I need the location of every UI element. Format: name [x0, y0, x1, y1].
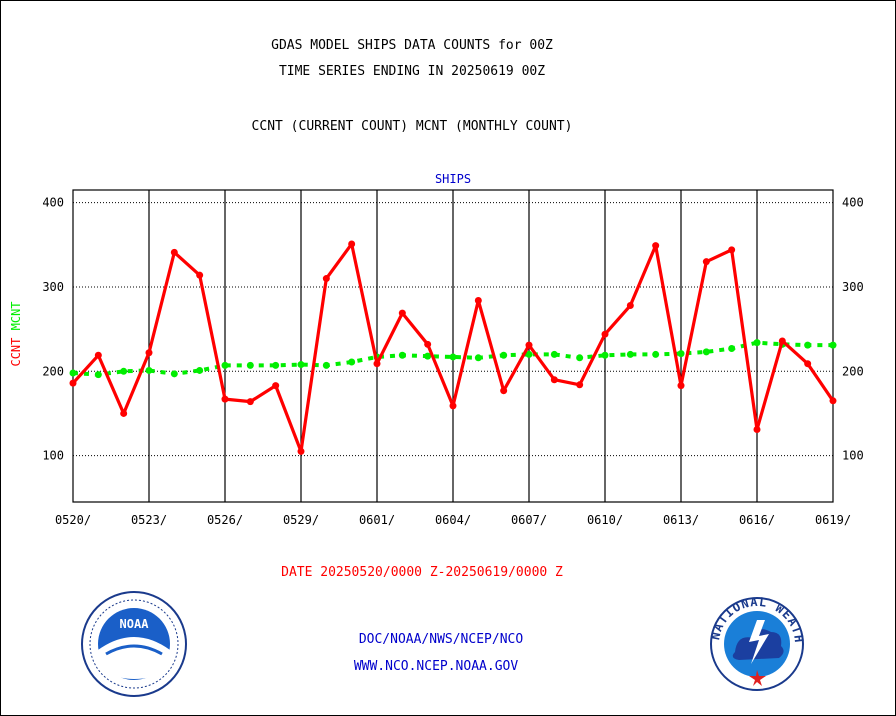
- data-point-ccnt: [221, 395, 229, 403]
- noaa-logo-text: NOAA: [120, 617, 150, 631]
- x-tick-label: 0607/: [511, 513, 547, 527]
- y-tick-label-left: 400: [42, 196, 64, 210]
- footer-website-link[interactable]: WWW.NCO.NCEP.NOAA.GOV: [353, 659, 519, 674]
- data-point-ccnt: [297, 447, 305, 455]
- y-axis-label-part: MCNT: [9, 301, 23, 337]
- data-point-ccnt: [120, 409, 128, 417]
- y-tick-label-right: 400: [842, 196, 864, 210]
- data-point-ccnt: [778, 337, 786, 345]
- data-point-mcnt: [702, 348, 710, 356]
- data-point-mcnt: [398, 351, 406, 359]
- data-point-ccnt: [246, 398, 254, 406]
- data-point-ccnt: [272, 382, 280, 390]
- data-point-ccnt: [145, 349, 153, 357]
- x-tick-label: 0619/: [815, 513, 851, 527]
- panel-title: SHIPS: [435, 172, 471, 186]
- data-point-mcnt: [525, 350, 533, 358]
- data-point-mcnt: [94, 371, 102, 379]
- data-point-ccnt: [753, 425, 761, 433]
- chart-subtitle: CCNT (CURRENT COUNT) MCNT (MONTHLY COUNT…: [251, 119, 573, 134]
- data-point-ccnt: [69, 379, 77, 387]
- data-point-mcnt: [677, 350, 685, 358]
- data-point-ccnt: [94, 351, 102, 359]
- data-point-ccnt: [576, 381, 584, 389]
- data-point-ccnt: [525, 341, 533, 349]
- data-point-mcnt: [424, 352, 432, 360]
- data-point-ccnt: [702, 258, 710, 266]
- x-tick-label: 0604/: [435, 513, 471, 527]
- x-tick-label: 0520/: [55, 513, 91, 527]
- data-point-mcnt: [728, 345, 736, 353]
- x-tick-label: 0523/: [131, 513, 167, 527]
- x-tick-label: 0529/: [283, 513, 319, 527]
- data-point-mcnt: [69, 369, 77, 377]
- data-point-mcnt: [348, 358, 356, 366]
- data-point-ccnt: [196, 271, 204, 279]
- data-point-ccnt: [829, 397, 837, 405]
- data-point-ccnt: [804, 360, 812, 368]
- y-tick-label-right: 200: [842, 364, 864, 378]
- data-point-mcnt: [145, 366, 153, 374]
- data-point-mcnt: [120, 367, 128, 375]
- data-point-mcnt: [272, 361, 280, 369]
- data-point-ccnt: [449, 402, 457, 410]
- data-point-mcnt: [221, 361, 229, 369]
- data-point-ccnt: [373, 360, 381, 368]
- data-point-ccnt: [601, 330, 609, 338]
- data-point-mcnt: [626, 350, 634, 358]
- data-point-mcnt: [829, 341, 837, 349]
- data-point-ccnt: [348, 240, 356, 248]
- noaa-logo: NOAA: [81, 591, 187, 697]
- data-point-ccnt: [550, 376, 558, 384]
- y-tick-label-left: 100: [42, 449, 64, 463]
- data-point-mcnt: [804, 341, 812, 349]
- x-tick-label: 0610/: [587, 513, 623, 527]
- line-chart: SHIPS 100 100 200 200 300 300 400 400 0520/0523/0…: [9, 172, 864, 527]
- y-tick-label-right: 300: [842, 280, 864, 294]
- data-point-ccnt: [424, 340, 432, 348]
- y-tick-label-left: 300: [42, 280, 64, 294]
- y-tick-label-right: 100: [842, 449, 864, 463]
- data-point-mcnt: [170, 370, 178, 378]
- x-tick-label: 0601/: [359, 513, 395, 527]
- date-range-label: DATE 20250520/0000 Z-20250619/0000 Z: [281, 565, 563, 580]
- data-point-mcnt: [601, 351, 609, 359]
- y-tick-label-left: 200: [42, 364, 64, 378]
- data-point-ccnt: [170, 248, 178, 256]
- data-point-mcnt: [449, 353, 457, 361]
- data-point-mcnt: [500, 351, 508, 359]
- data-point-ccnt: [322, 275, 330, 283]
- data-point-mcnt: [322, 361, 330, 369]
- data-point-mcnt: [576, 354, 584, 362]
- data-point-mcnt: [753, 339, 761, 347]
- chart-title-line1: GDAS MODEL SHIPS DATA COUNTS for 00Z: [271, 38, 553, 53]
- x-tick-label: 0526/: [207, 513, 243, 527]
- y-axis-label-part: CCNT: [9, 338, 23, 367]
- data-point-ccnt: [398, 309, 406, 317]
- x-tick-label: 0613/: [663, 513, 699, 527]
- footer-org-label: DOC/NOAA/NWS/NCEP/NCO: [358, 632, 524, 647]
- data-point-ccnt: [652, 242, 660, 250]
- data-point-mcnt: [297, 361, 305, 369]
- y-axis-label: CCNT MCNT: [9, 301, 23, 366]
- data-point-mcnt: [652, 350, 660, 358]
- data-point-mcnt: [246, 361, 254, 369]
- data-point-ccnt: [677, 382, 685, 390]
- chart-title-line2: TIME SERIES ENDING IN 20250619 00Z: [278, 64, 546, 79]
- data-point-ccnt: [626, 302, 634, 310]
- data-point-ccnt: [500, 387, 508, 395]
- data-point-mcnt: [474, 354, 482, 362]
- data-point-mcnt: [196, 366, 204, 374]
- data-point-ccnt: [474, 296, 482, 304]
- nws-logo: NATIONAL WEATHER SERVICE: [709, 594, 805, 691]
- x-tick-label: 0616/: [739, 513, 775, 527]
- data-point-mcnt: [550, 350, 558, 358]
- data-point-ccnt: [728, 246, 736, 254]
